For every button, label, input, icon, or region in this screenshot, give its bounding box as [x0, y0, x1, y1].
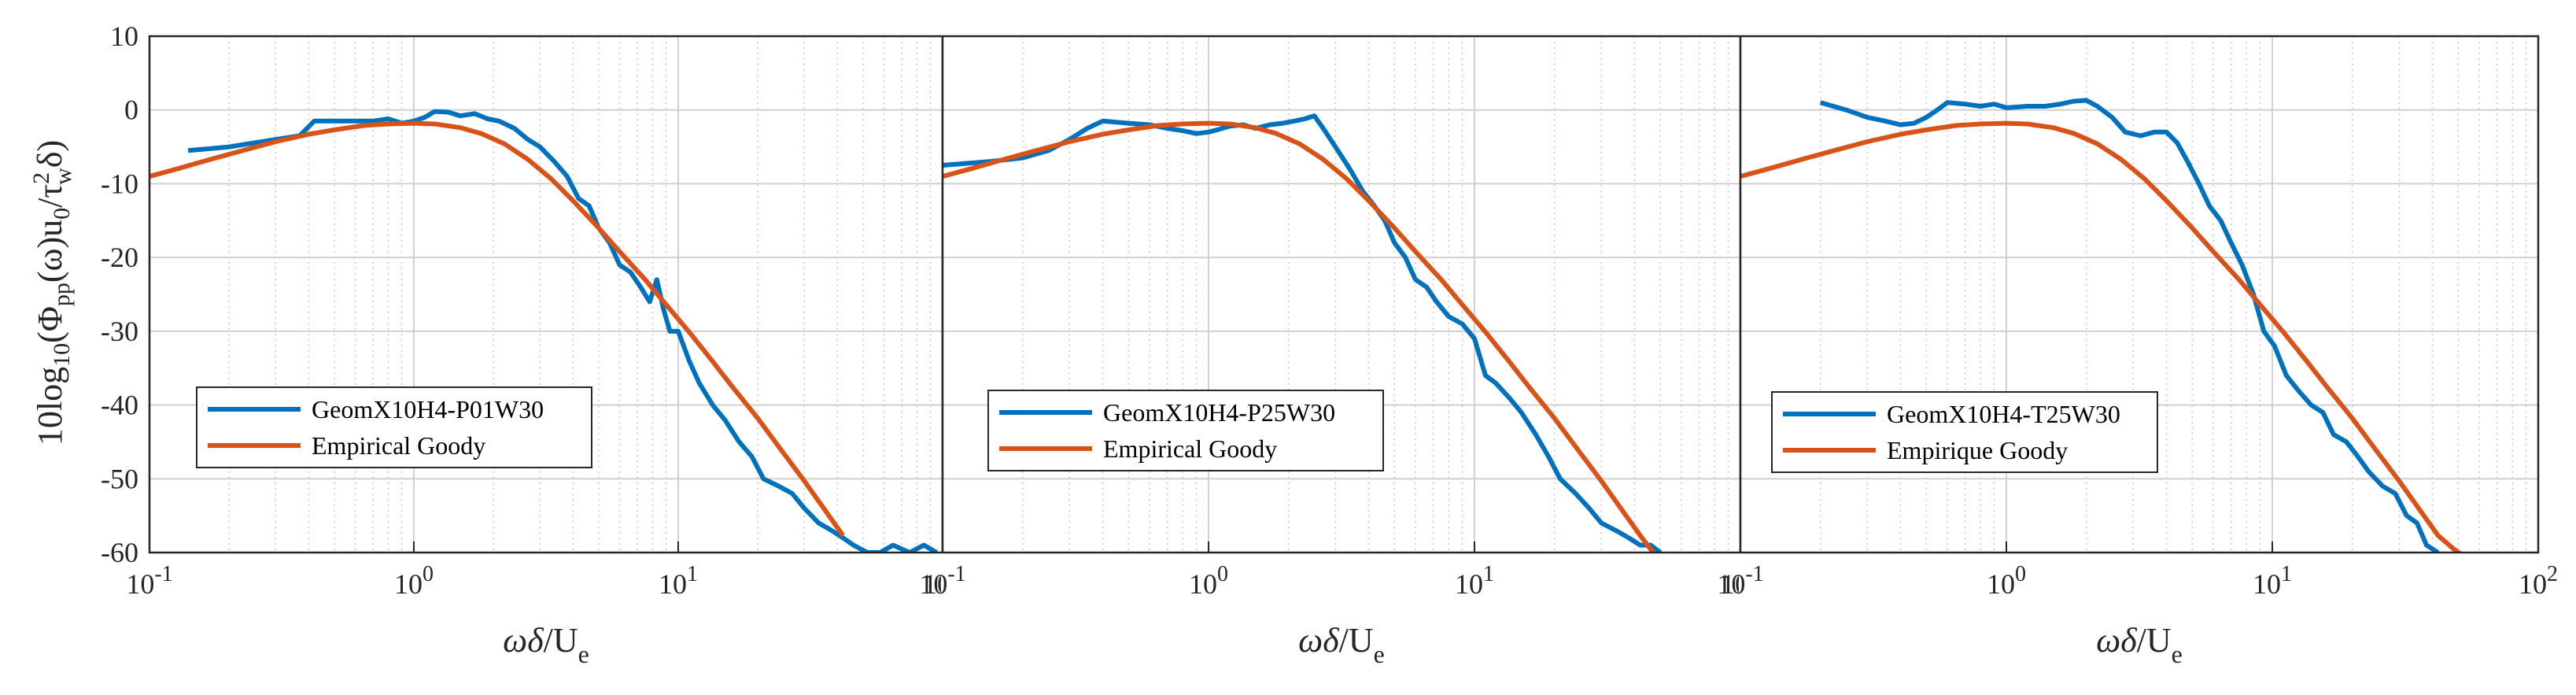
x-tick-label: 101 [1455, 562, 1494, 600]
y-tick-label: -50 [101, 463, 138, 494]
axis-clip [941, 553, 1742, 601]
empirical-series-line [1740, 120, 2471, 562]
y-tick-label: 0 [124, 94, 138, 126]
axis-clip [148, 553, 944, 601]
legend-label: GeomX10H4-P25W30 [1103, 398, 1335, 427]
measured-series-line [1819, 98, 2440, 555]
x-tick-label: 10-1 [1717, 562, 1763, 600]
legend-label: Empirique Goody [1887, 436, 2068, 464]
y-tick-label: -20 [101, 242, 138, 273]
plot-area [943, 36, 1740, 553]
x-tick-label: 100 [1987, 562, 2026, 600]
axis-box [1739, 35, 2540, 554]
x-axis-label: ωδ/Ue [503, 621, 589, 668]
legend-box [987, 390, 1384, 471]
axis-clip-top [941, 0, 1742, 35]
x-axis-label: ωδ/Ue [1298, 621, 1385, 668]
x-tick-label: 10-1 [126, 562, 172, 600]
legend-label: Empirical Goody [312, 431, 485, 460]
x-tick-label: 102 [2519, 562, 2558, 600]
x-axis-label: ωδ/Ue [2096, 621, 2183, 668]
legend-box [196, 386, 592, 468]
axis-clip-top [148, 0, 944, 35]
axis-clip-top [1739, 0, 2540, 35]
legend-box [1771, 391, 2158, 473]
panel-1: 10-1100101102100-10-20-30-40-50-60ωδ/UeG… [101, 0, 962, 668]
legend-label: GeomX10H4-P01W30 [312, 395, 544, 423]
y-axis-label: 10log10(Φpp(ω)u0/τ2wδ) [28, 140, 76, 445]
x-tick-label: 10-1 [919, 562, 965, 600]
axis-clip [1739, 553, 2540, 601]
y-tick-label: -10 [101, 168, 138, 199]
y-tick-label: -40 [101, 390, 138, 421]
x-tick-label: 100 [1189, 562, 1228, 600]
empirical-series-line [149, 120, 845, 538]
y-tick-label: -30 [101, 316, 138, 347]
y-tick-label: -60 [101, 537, 138, 568]
legend-label: GeomX10H4-T25W30 [1887, 400, 2120, 428]
legend-label: Empirical Goody [1103, 434, 1277, 463]
panel-2: 10-1100101102ωδ/UeGeomX10H4-P25W30Empiri… [919, 0, 1760, 668]
x-tick-label: 101 [659, 562, 698, 600]
panel-3: 10-1 100 101 102 ωδ/Ue GeomX10H4-T25W30 Empiri… [1717, 0, 2558, 668]
plot-area [149, 36, 943, 553]
x-tick-label: 100 [394, 562, 434, 600]
empirical-series-line [942, 120, 1655, 554]
y-tick-label: 10 [110, 20, 138, 52]
x-tick-label: 101 [2253, 562, 2292, 600]
